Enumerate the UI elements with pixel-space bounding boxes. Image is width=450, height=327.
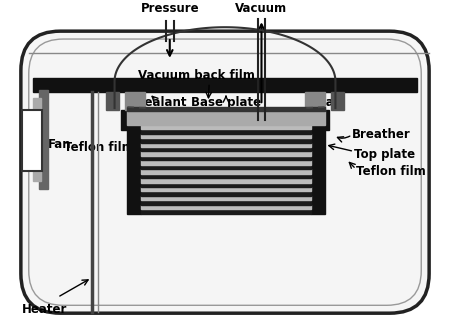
Bar — [126, 92, 145, 110]
Text: Vacuum: Vacuum — [235, 2, 288, 15]
Bar — [106, 92, 120, 110]
Bar — [141, 147, 311, 151]
Bar — [305, 92, 324, 110]
Bar — [330, 92, 344, 110]
Bar — [141, 178, 311, 182]
Bar — [141, 209, 311, 214]
FancyBboxPatch shape — [21, 31, 429, 313]
Bar — [127, 107, 324, 111]
Text: Base plate: Base plate — [191, 96, 261, 109]
Bar — [22, 110, 41, 171]
Bar — [311, 111, 324, 214]
Text: Breather: Breather — [352, 128, 411, 141]
Bar — [141, 200, 311, 205]
Bar — [141, 174, 311, 178]
Bar — [141, 138, 311, 143]
Bar — [141, 151, 311, 156]
Bar — [141, 191, 311, 196]
Text: Heater: Heater — [22, 303, 67, 316]
Text: Dam: Dam — [316, 96, 346, 109]
Bar — [141, 182, 311, 187]
Bar — [122, 110, 328, 130]
Bar — [141, 134, 311, 138]
Bar — [141, 205, 311, 209]
Bar — [141, 156, 311, 160]
Bar — [141, 187, 311, 191]
Text: Fan: Fan — [48, 138, 71, 151]
Text: Vacuum back film: Vacuum back film — [138, 69, 255, 82]
Bar — [141, 143, 311, 147]
Bar — [39, 90, 49, 189]
Bar — [127, 111, 141, 214]
Bar — [33, 98, 40, 181]
FancyBboxPatch shape — [29, 39, 421, 305]
Text: Pressure: Pressure — [140, 2, 199, 15]
Text: Top plate: Top plate — [354, 148, 415, 161]
Text: Teflon film: Teflon film — [63, 141, 133, 154]
Bar — [141, 165, 311, 169]
Text: Sealant: Sealant — [135, 96, 186, 109]
Bar — [141, 125, 311, 129]
Bar — [127, 111, 324, 125]
Bar — [33, 78, 417, 92]
Bar — [141, 160, 311, 165]
Bar — [141, 129, 311, 134]
Bar — [141, 196, 311, 200]
Text: Teflon film: Teflon film — [356, 165, 426, 178]
Bar — [141, 169, 311, 174]
